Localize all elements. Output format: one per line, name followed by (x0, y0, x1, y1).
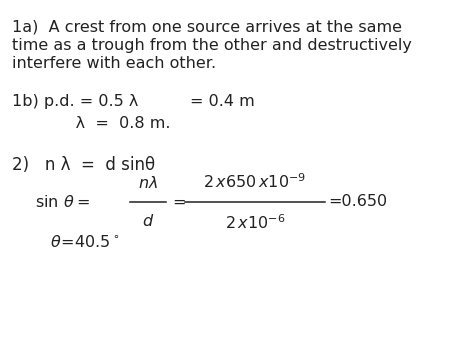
Text: 1a)  A crest from one source arrives at the same: 1a) A crest from one source arrives at t… (12, 20, 402, 35)
Text: 2)   n λ  =  d sinθ: 2) n λ = d sinθ (12, 156, 155, 174)
Text: = 0.4 m: = 0.4 m (190, 94, 255, 109)
Text: interfere with each other.: interfere with each other. (12, 56, 216, 71)
Text: $2\,x650\,x10^{-9}$: $2\,x650\,x10^{-9}$ (203, 172, 306, 191)
Text: $d$: $d$ (142, 213, 154, 229)
Text: =0.650: =0.650 (328, 194, 387, 210)
Text: $n\lambda$: $n\lambda$ (138, 175, 158, 191)
Text: λ  =  0.8 m.: λ = 0.8 m. (50, 116, 171, 131)
Text: 1b) p.d. = 0.5 λ: 1b) p.d. = 0.5 λ (12, 94, 139, 109)
Text: =: = (172, 194, 185, 210)
Text: time as a trough from the other and destructively: time as a trough from the other and dest… (12, 38, 412, 53)
Text: $\mathrm{sin}\ \theta =$: $\mathrm{sin}\ \theta =$ (35, 194, 90, 210)
Text: $2\,x10^{-6}$: $2\,x10^{-6}$ (225, 213, 285, 232)
Text: $\theta\!=\!40.5^\circ$: $\theta\!=\!40.5^\circ$ (50, 234, 119, 250)
